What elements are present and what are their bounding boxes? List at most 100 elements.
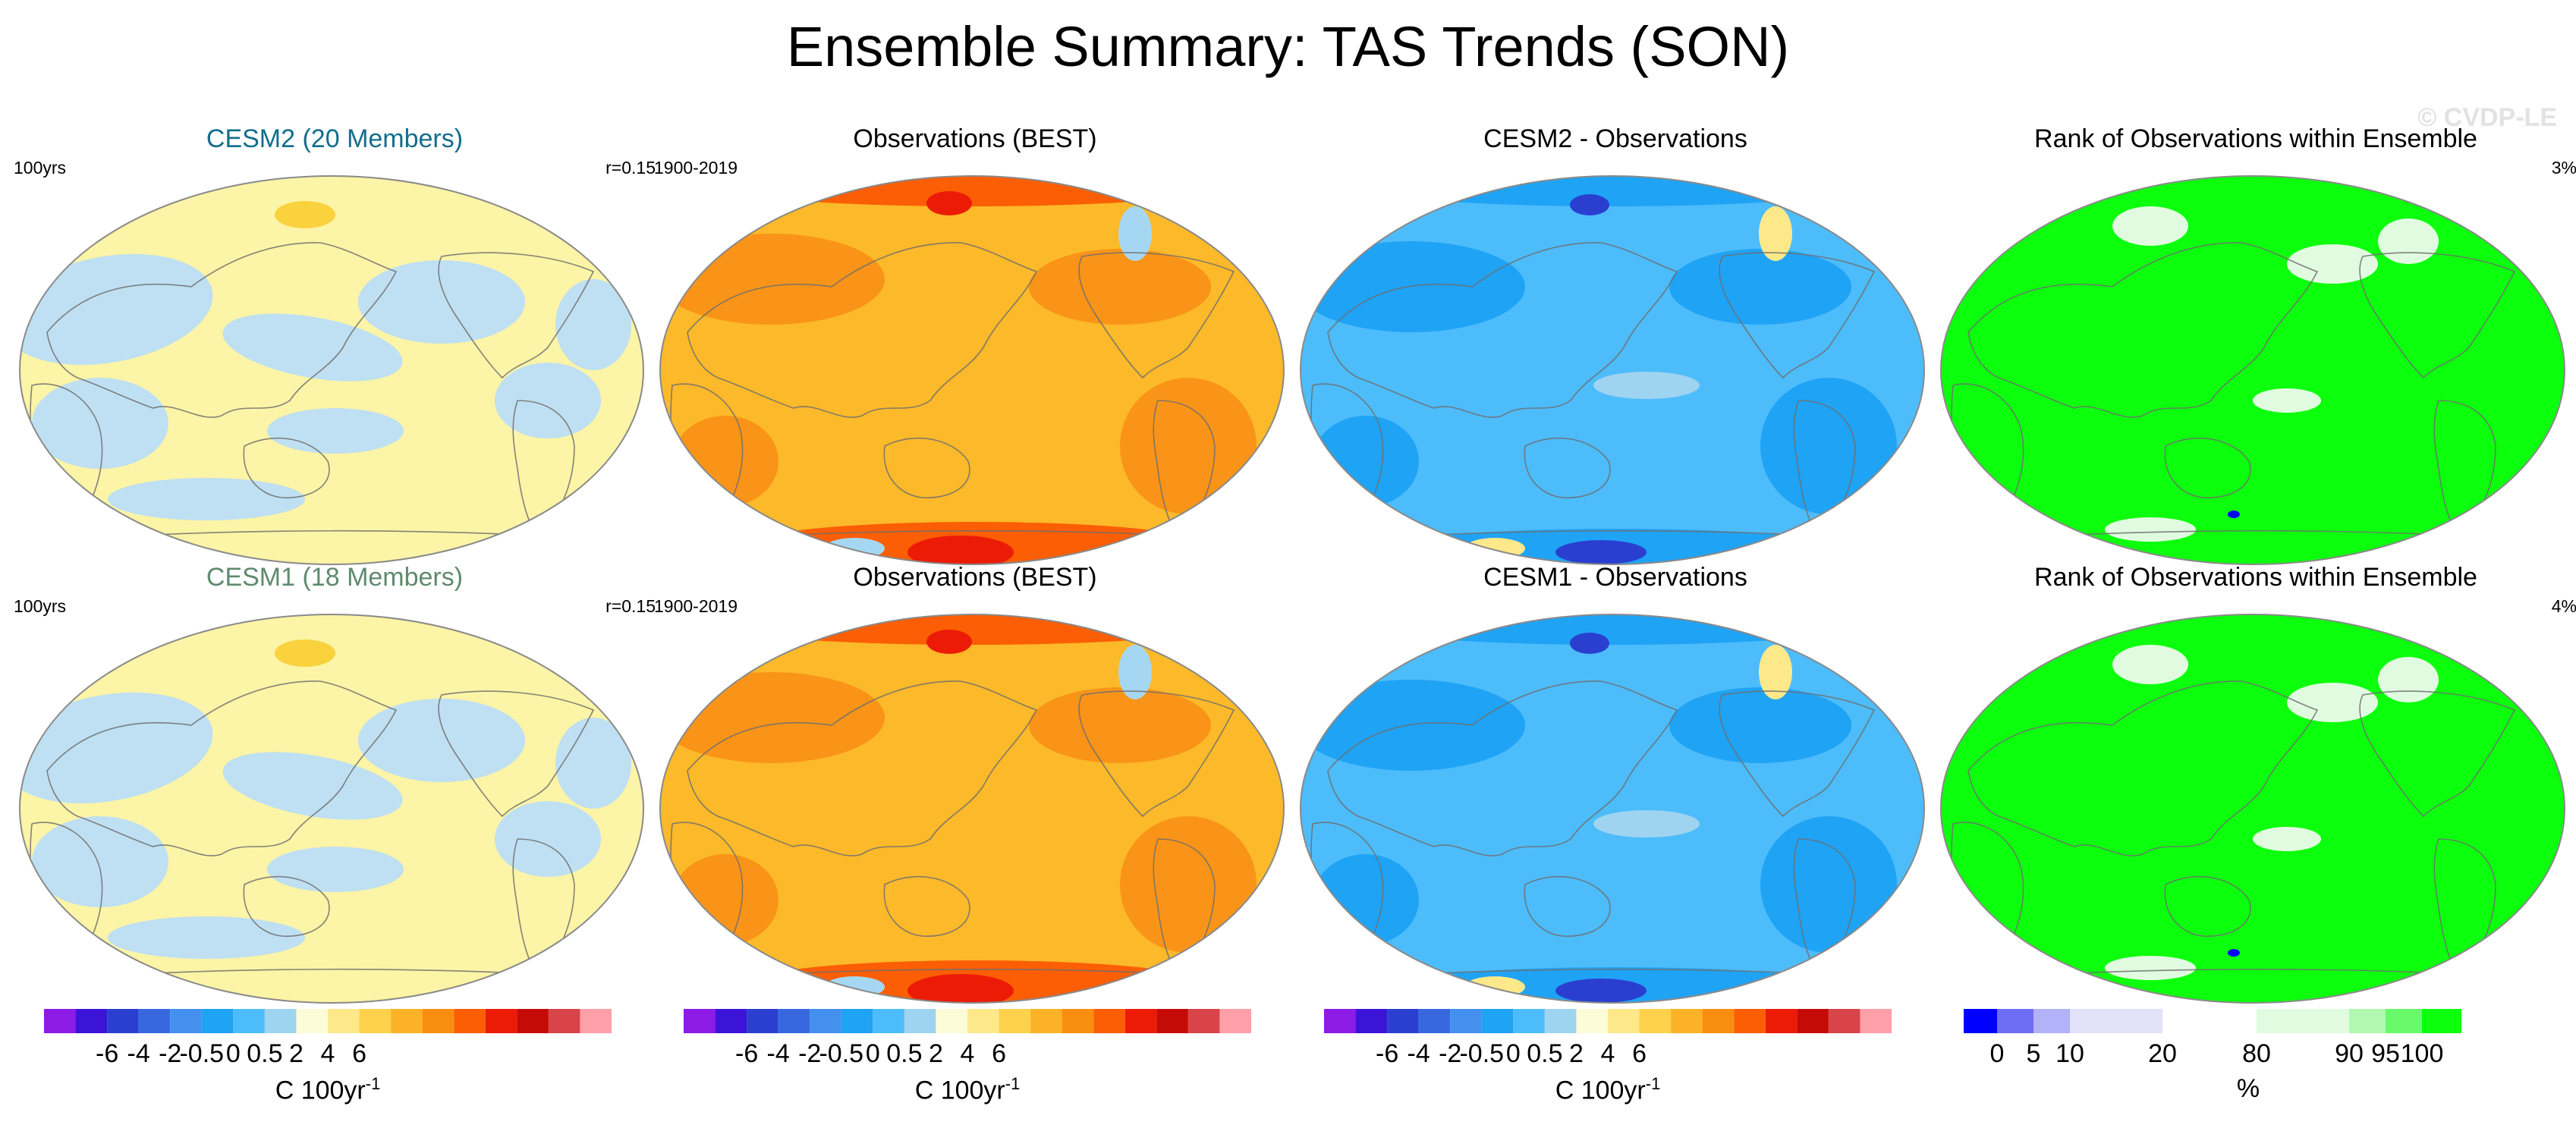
colorbar-swatch: [1450, 1009, 1482, 1033]
rank-gap-north-atlantic: [2378, 218, 2439, 264]
cool-region-south-atlantic: [495, 801, 601, 877]
colorbar-tick-label: -2: [159, 1039, 182, 1068]
colorbar-swatch: [936, 1009, 967, 1033]
colorbar-swatch: [1608, 1009, 1640, 1033]
pos-spot-southern-ocean: [1464, 976, 1525, 998]
colorbar-unit-text: C 100yr: [275, 1076, 366, 1105]
warm-spot-arctic: [275, 639, 335, 667]
colorbar-swatch: [778, 1009, 810, 1033]
map-panel: CESM1 - Observations: [1294, 558, 1936, 1004]
strong-neg-arctic: [1570, 633, 1609, 654]
colorbar-unit-exponent: -1: [1005, 1074, 1021, 1093]
coastline-4: [2359, 252, 2516, 379]
cool-region-north-pacific: [222, 313, 403, 382]
figure-title: Ensemble Summary: TAS Trends (SON): [786, 15, 1790, 78]
strong-neg-arctic: [1570, 194, 1609, 215]
coastline-3: [2164, 875, 2251, 937]
map-border: [659, 614, 1285, 1004]
coastline-3: [1524, 437, 1611, 498]
peak-warming-arctic: [926, 630, 972, 654]
map-field: [660, 614, 1284, 1003]
map-border: [1940, 175, 2565, 565]
colorbar-swatch: [296, 1009, 328, 1033]
colorbar-tick-label: 0: [1989, 1039, 2005, 1068]
colorbar-swatch: [1481, 1009, 1514, 1033]
cool-region-north-america: [358, 699, 525, 782]
rank-gap-antarctic: [2067, 982, 2112, 1000]
hot-region-africa: [672, 854, 778, 945]
colorbar-tick-label: 4: [1600, 1039, 1615, 1068]
map-panel: Observations (BEST) 1900-2019: [654, 558, 1296, 1004]
map-background: [1941, 176, 2565, 564]
colorbar-swatch: [1544, 1009, 1577, 1033]
map-border: [19, 175, 644, 565]
colorbar-swatch: [548, 1009, 580, 1033]
hot-region-south-america: [1120, 378, 1257, 514]
colorbar-tick-label: 6: [1632, 1039, 1647, 1068]
colorbar-swatch: [2349, 1009, 2386, 1033]
colorbar-tick-label: 0.5: [886, 1039, 923, 1068]
colorbar-tick-label: 100: [2400, 1039, 2444, 1068]
colorbar-unit-exponent: -1: [365, 1074, 381, 1093]
colorbar-swatches: [684, 1009, 1251, 1033]
rank-gap-southern-ocean: [2105, 956, 2196, 980]
colorbar-swatch: [1860, 1009, 1892, 1033]
panel-left-label: 100yrs: [14, 596, 67, 616]
colorbar-tick-label: 6: [992, 1039, 1007, 1068]
colorbar-tick-label: 4: [960, 1039, 975, 1068]
map-ensemble: [19, 175, 644, 565]
colorbar-swatch: [1156, 1009, 1188, 1033]
hot-region-north-america: [1029, 249, 1211, 325]
coastline-1: [1327, 242, 1678, 418]
rank-gap-north-america: [2287, 683, 2378, 722]
colorbar-swatch: [1997, 1009, 2033, 1033]
neg-region-arctic: [1362, 176, 1863, 206]
colorbar-tick-label: -4: [1407, 1039, 1430, 1068]
colorbar-swatch: [967, 1009, 999, 1033]
panel-title: CESM2 - Observations: [1483, 124, 1747, 153]
colorbar-unit-label: C 100yr-1: [915, 1074, 1021, 1105]
rank-gap-south-pacific: [2253, 388, 2321, 413]
coastline-3: [883, 437, 970, 498]
colorbar-swatch: [1639, 1009, 1672, 1033]
panel-left-label: 100yrs: [14, 158, 67, 178]
colorbar: -6 -4 -2 -0.5 0 0.5 2 4 6 C 100yr-1: [684, 1009, 1326, 1123]
colorbar-swatches: [1964, 1009, 2461, 1033]
colorbar-swatch: [2257, 1009, 2349, 1033]
panel-right-label: 3%: [2551, 158, 2576, 178]
coastline-3: [243, 875, 330, 937]
map-border: [1300, 175, 1925, 565]
panel-title: Observations (BEST): [853, 124, 1097, 153]
pos-spot-north-atlantic: [1759, 206, 1792, 261]
colorbar-tick-label: -6: [1375, 1039, 1399, 1068]
colorbar: 0 5 10 20 80 90 95 100%: [1964, 1009, 2576, 1123]
hot-region-africa: [672, 416, 778, 507]
pos-spot-southern-ocean: [1464, 538, 1525, 559]
colorbar-swatch: [391, 1009, 423, 1033]
cool-spot-southern-ocean: [824, 538, 885, 559]
colorbar-tick-label: 0: [225, 1039, 241, 1068]
coastline-4: [438, 252, 595, 379]
rank-low-spot: [2228, 511, 2240, 518]
hot-region-arctic: [722, 176, 1222, 206]
map-panel: Rank of Observations within Ensemble 4%: [1935, 558, 2576, 1004]
colorbar-swatch: [454, 1009, 486, 1033]
colorbar-swatch: [1093, 1009, 1125, 1033]
colorbar-swatch: [1324, 1009, 1356, 1033]
map-panel: CESM2 (20 Members) 100yrs r=0.15: [14, 120, 656, 565]
colorbar-tick-label: -2: [1439, 1039, 1462, 1068]
colorbar-swatch: [2070, 1009, 2162, 1033]
colorbar-tick-label: 95: [2371, 1039, 2400, 1068]
peak-warming-antarctic: [907, 974, 1014, 1003]
colorbar-swatch: [75, 1009, 108, 1033]
cool-region-north-pacific: [222, 752, 403, 820]
colorbar-swatch: [580, 1009, 612, 1033]
strong-neg-antarctic: [1555, 540, 1647, 564]
colorbar-swatches: [1324, 1009, 1892, 1033]
colorbar-swatch: [747, 1009, 778, 1033]
coastline-1: [1967, 242, 2319, 418]
colorbar-swatch: [1797, 1009, 1829, 1033]
hot-region-eurasia: [660, 234, 885, 325]
colorbar-swatch: [1187, 1009, 1220, 1033]
coastline-4: [1719, 252, 1876, 379]
